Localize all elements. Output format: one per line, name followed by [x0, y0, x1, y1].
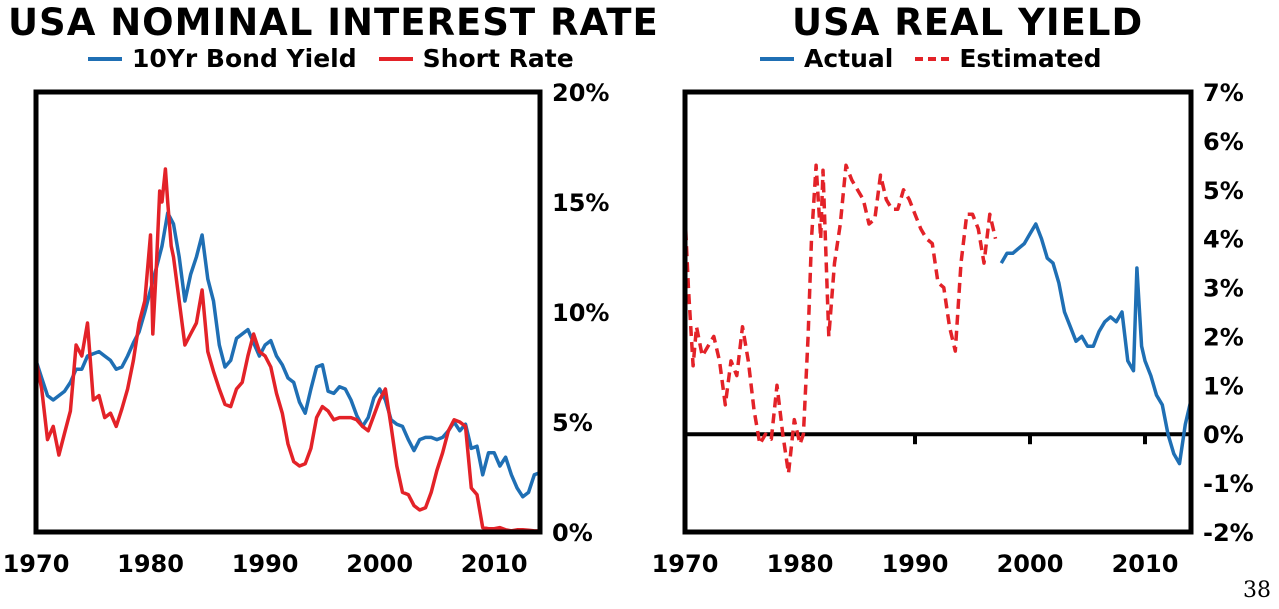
legend-label: 10Yr Bond Yield: [132, 44, 357, 73]
x-tick-label: 1970: [652, 550, 719, 578]
y-tick-label: 10%: [552, 299, 609, 327]
legend-swatch-red-dashed: [915, 56, 950, 61]
y-tick-label: 0%: [1203, 421, 1244, 449]
y-tick-label: 7%: [1203, 79, 1244, 107]
y-tick-label: 0%: [552, 519, 593, 547]
x-tick-label: 2000: [997, 550, 1064, 578]
x-tick-label: 2000: [346, 550, 413, 578]
y-tick-label: -2%: [1203, 519, 1254, 547]
y-tick-label: 5%: [1203, 177, 1244, 205]
y-tick-label: 5%: [552, 409, 593, 437]
x-tick-label: 1970: [3, 550, 70, 578]
x-tick-label: 1990: [232, 550, 299, 578]
y-tick-label: 3%: [1203, 275, 1244, 303]
chart-0: 20% 15% 10% 5% 0% 1970 1980 1990 2000 2010: [3, 79, 610, 578]
page-number: 38: [1243, 578, 1271, 603]
legend-swatch-blue: [760, 56, 794, 61]
x-tick-label: 1980: [117, 550, 184, 578]
series-line-short-rate: [34, 167, 540, 533]
chart-legend-real-yield: Actual Estimated: [760, 46, 1102, 71]
x-tick-label: 1980: [767, 550, 834, 578]
legend-item-actual: Actual: [760, 46, 893, 71]
y-tick-label: 15%: [552, 189, 609, 217]
series-line-estimated: [683, 163, 998, 476]
legend-label: Estimated: [959, 44, 1102, 73]
y-tick-label: 1%: [1203, 372, 1244, 400]
legend-item-short-rate: Short Rate: [378, 44, 574, 73]
plot-frame: [682, 89, 1194, 535]
y-tick-label: 20%: [552, 79, 609, 107]
legend-swatch-red: [378, 56, 413, 61]
series-line-10yr-bond-yield: [34, 211, 541, 499]
series-line-actual: [999, 222, 1193, 466]
legend-label: Short Rate: [422, 44, 574, 73]
y-tick-label: 4%: [1203, 226, 1244, 254]
chart-title-real-yield: USA REAL YIELD: [792, 1, 1144, 44]
x-tick-label: 2010: [461, 550, 528, 578]
y-tick-label: 6%: [1203, 128, 1244, 156]
x-tick-label: 1990: [882, 550, 949, 578]
x-tick-label: 2010: [1112, 550, 1179, 578]
y-tick-label: 2%: [1203, 323, 1244, 351]
chart-1: 7% 6% 5% 4% 3% 2% 1% 0% -1% -2% 1970 1980 1990 2000 20…: [652, 79, 1254, 578]
chart-title-nominal-rate: USA NOMINAL INTEREST RATE: [8, 1, 659, 44]
legend-swatch-blue: [88, 56, 122, 61]
chart-legend-nominal-rate: 10Yr Bond Yield Short Rate: [88, 46, 574, 71]
plot-frame: [33, 89, 543, 535]
legend-item-estimated: Estimated: [915, 44, 1102, 73]
legend-item-10yr-bond-yield: 10Yr Bond Yield: [88, 46, 357, 71]
y-tick-label: -1%: [1203, 470, 1254, 498]
legend-label: Actual: [804, 44, 894, 73]
